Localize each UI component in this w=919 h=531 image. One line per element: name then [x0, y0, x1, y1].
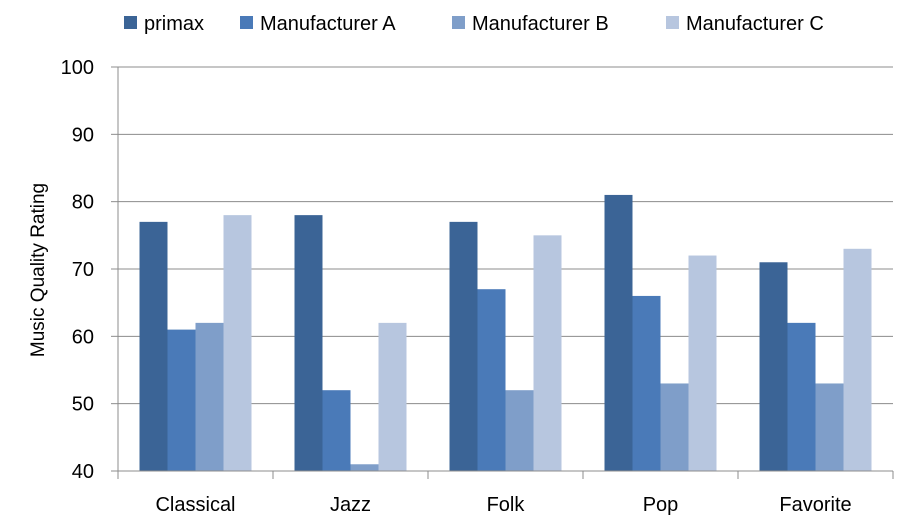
bar-folk-primax — [449, 221, 478, 471]
y-tick-label: 80 — [72, 192, 94, 214]
axes — [117, 67, 894, 479]
x-tick-label: Favorite — [779, 494, 851, 516]
bars — [139, 194, 872, 471]
bar-folk-manufacturer-c — [533, 235, 562, 471]
legend-swatch — [240, 16, 253, 29]
y-tick-label: 100 — [61, 57, 94, 79]
bar-pop-manufacturer-c — [688, 255, 717, 471]
bar-folk-manufacturer-a — [477, 289, 506, 471]
x-tick-label: Pop — [643, 494, 679, 516]
bar-classical-manufacturer-c — [223, 215, 252, 471]
bar-classical-primax — [139, 221, 168, 471]
bar-favorite-manufacturer-b — [815, 383, 844, 471]
y-tick-label: 50 — [72, 394, 94, 416]
bar-favorite-manufacturer-a — [787, 322, 816, 471]
y-tick-label: 70 — [72, 259, 94, 281]
legend: primax Manufacturer A Manufacturer B Manufa… — [124, 13, 824, 35]
legend-label: Manufacturer A — [260, 13, 396, 35]
bar-folk-manufacturer-b — [505, 390, 534, 471]
bar-jazz-manufacturer-c — [378, 322, 407, 471]
bar-pop-manufacturer-b — [660, 383, 689, 471]
x-tick-label: Classical — [155, 494, 235, 516]
x-tick-label: Folk — [487, 494, 526, 516]
bar-jazz-primax — [294, 215, 323, 471]
bar-classical-manufacturer-b — [195, 322, 224, 471]
legend-label: Manufacturer C — [686, 13, 824, 35]
bar-favorite-manufacturer-c — [843, 248, 872, 471]
bar-jazz-manufacturer-a — [322, 390, 351, 471]
legend-label: primax — [144, 13, 204, 35]
legend-swatch — [124, 16, 137, 29]
y-axis-label: Music Quality Rating — [28, 183, 49, 357]
bar-favorite-primax — [759, 262, 788, 471]
y-tick-label: 90 — [72, 124, 94, 146]
bar-pop-manufacturer-a — [632, 295, 661, 471]
bar-classical-manufacturer-a — [167, 329, 196, 471]
bar-jazz-manufacturer-b — [350, 464, 379, 471]
y-tick-label: 60 — [72, 326, 94, 348]
legend-label: Manufacturer B — [472, 13, 609, 35]
bar-pop-primax — [604, 194, 633, 471]
x-tick-label: Jazz — [330, 494, 371, 516]
legend-swatch — [452, 16, 465, 29]
x-tick-labels: Classical Jazz Folk Pop Favorite — [155, 494, 851, 516]
legend-swatch — [666, 16, 679, 29]
y-tick-labels: 40 50 60 70 80 90 100 — [61, 57, 94, 483]
y-tick-label: 40 — [72, 461, 94, 483]
